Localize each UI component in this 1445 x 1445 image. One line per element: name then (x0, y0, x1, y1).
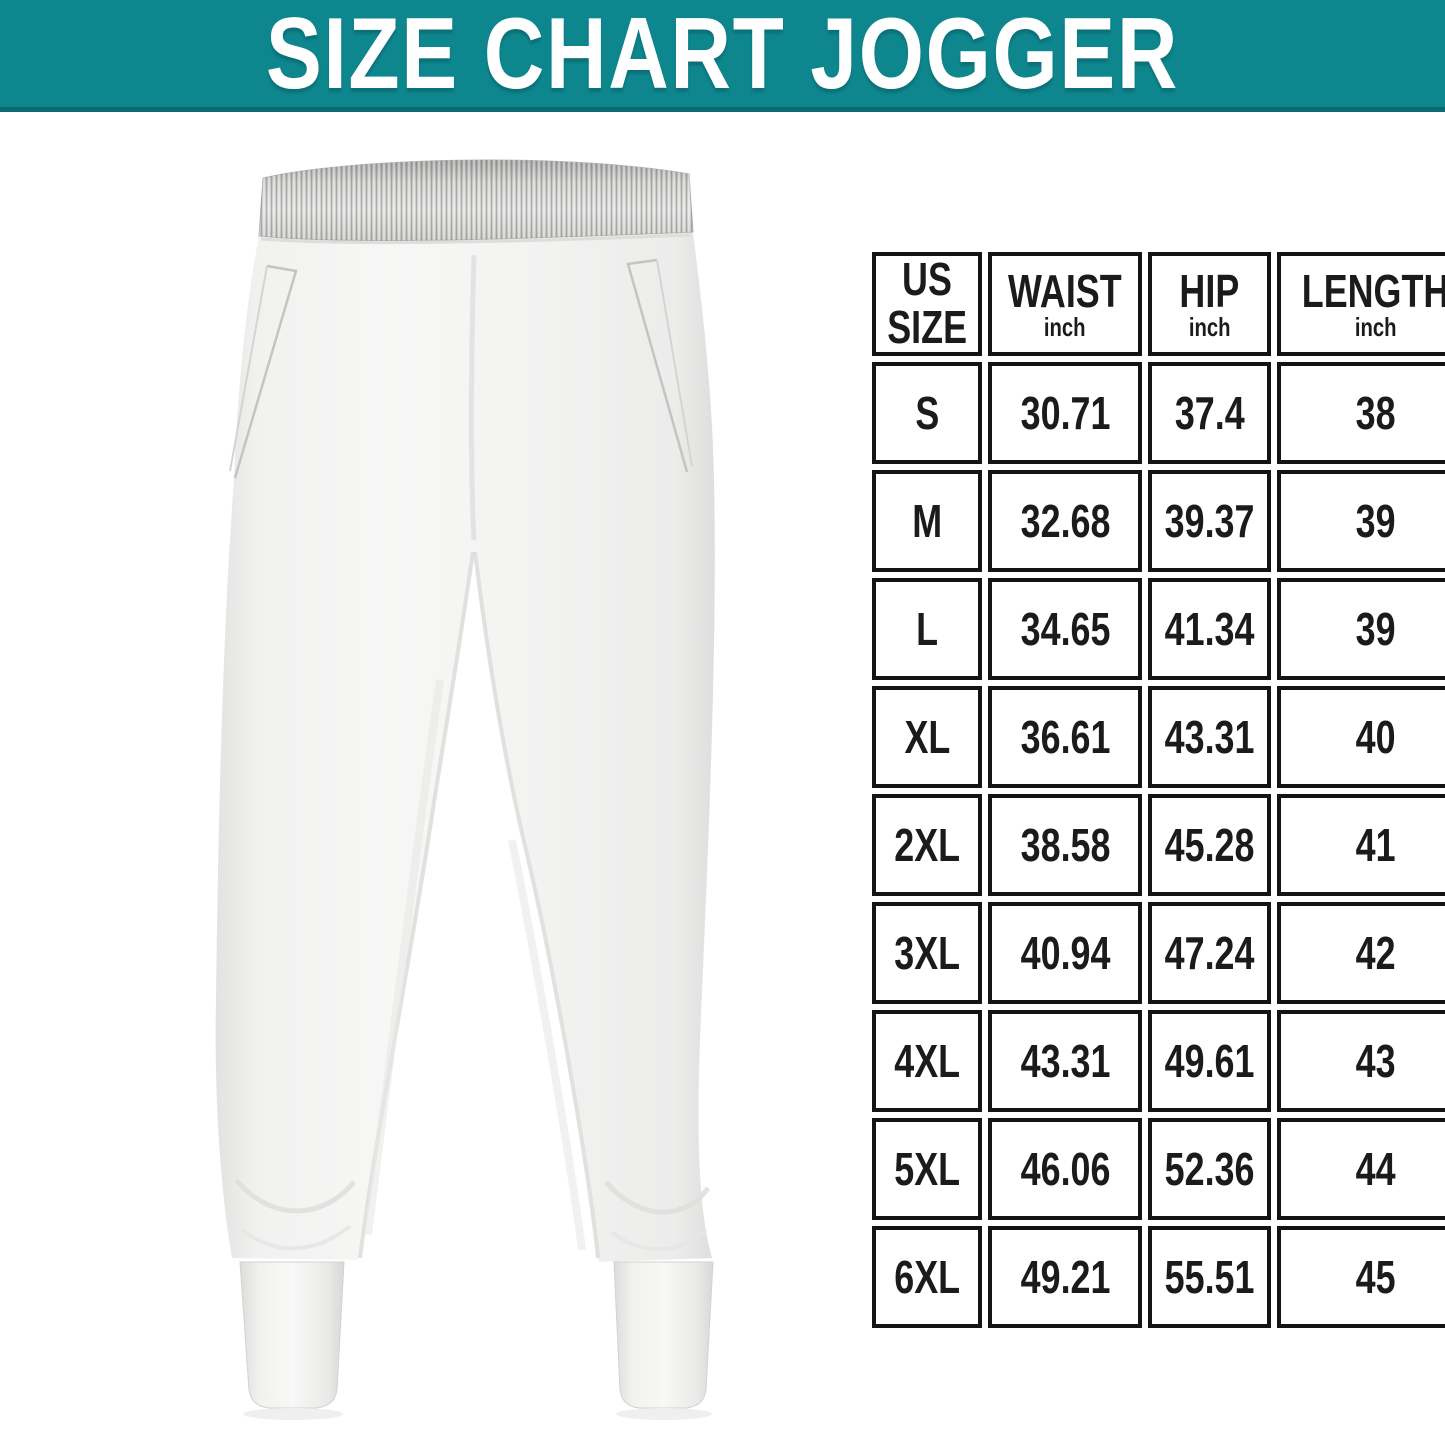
header-cell-waist: WAIST inch (988, 252, 1142, 356)
cell-size: L (872, 577, 983, 680)
cell-length: 43 (1277, 1009, 1445, 1112)
cell-hip: 52.36 (1147, 1117, 1272, 1220)
cell-waist: 46.06 (988, 1117, 1142, 1220)
cell-hip: 39.37 (1147, 469, 1272, 572)
table-row: 5XL 46.06 52.36 44 (872, 1117, 1445, 1220)
table-row: S 30.71 37.4 38 (872, 361, 1445, 464)
header-cell-length: LENGTH inch (1277, 252, 1445, 356)
header-cell-us-size: US SIZE (872, 252, 983, 356)
cell-hip: 47.24 (1147, 901, 1272, 1004)
cell-length: 40 (1277, 685, 1445, 788)
cell-hip: 55.51 (1147, 1225, 1272, 1328)
header-size: SIZE (887, 300, 968, 353)
table-row: M 32.68 39.37 39 (872, 469, 1445, 572)
header-length-label: LENGTH (1301, 264, 1445, 317)
cell-waist: 34.65 (988, 577, 1142, 680)
cell-size: 6XL (872, 1225, 983, 1328)
jogger-right-cuff (613, 1261, 714, 1420)
cell-size: 4XL (872, 1009, 983, 1112)
cell-waist: 30.71 (988, 361, 1142, 464)
jogger-waistband (258, 159, 694, 242)
left-pocket-seam (229, 264, 298, 479)
cell-waist: 36.61 (988, 685, 1142, 788)
table-row: 2XL 38.58 45.28 41 (872, 793, 1445, 896)
cell-length: 39 (1277, 469, 1445, 572)
cell-size: S (872, 361, 983, 464)
cell-size: M (872, 469, 983, 572)
cell-hip: 49.61 (1147, 1009, 1272, 1112)
jogger-left-cuff (239, 1261, 345, 1420)
cell-size: 2XL (872, 793, 983, 896)
header-waist-label: WAIST (1008, 264, 1122, 317)
cell-length: 38 (1277, 361, 1445, 464)
cell-length: 42 (1277, 901, 1445, 1004)
cell-waist: 49.21 (988, 1225, 1142, 1328)
right-pocket-seam (626, 258, 693, 473)
cell-hip: 45.28 (1147, 793, 1272, 896)
cell-waist: 43.31 (988, 1009, 1142, 1112)
table-row: 6XL 49.21 55.51 45 (872, 1225, 1445, 1328)
table-row: 3XL 40.94 47.24 42 (872, 901, 1445, 1004)
cell-length: 45 (1277, 1225, 1445, 1328)
cell-hip: 43.31 (1147, 685, 1272, 788)
cell-size: 3XL (872, 901, 983, 1004)
cell-waist: 40.94 (988, 901, 1142, 1004)
cell-length: 44 (1277, 1117, 1445, 1220)
header-us: US (902, 253, 953, 305)
cell-waist: 32.68 (988, 469, 1142, 572)
header-banner: SIZE CHART JOGGER (0, 0, 1445, 112)
table-row: 4XL 43.31 49.61 43 (872, 1009, 1445, 1112)
jogger-product-image (215, 159, 715, 1420)
cell-size: XL (872, 685, 983, 788)
table-header-row: US SIZE WAIST inch HIP inch (872, 252, 1445, 356)
jogger-body (215, 232, 715, 1262)
page-title: SIZE CHART JOGGER (265, 0, 1180, 110)
header-cell-hip: HIP inch (1147, 252, 1272, 356)
header-waist-unit: inch (1044, 311, 1086, 342)
cell-hip: 41.34 (1147, 577, 1272, 680)
cell-hip: 37.4 (1147, 361, 1272, 464)
table-row: L 34.65 41.34 39 (872, 577, 1445, 680)
header-hip-label: HIP (1179, 264, 1240, 317)
cell-length: 41 (1277, 793, 1445, 896)
header-length-unit: inch (1354, 311, 1397, 342)
table-row: XL 36.61 43.31 40 (872, 685, 1445, 788)
header-hip-unit: inch (1188, 311, 1231, 342)
cell-length: 39 (1277, 577, 1445, 680)
cell-waist: 38.58 (988, 793, 1142, 896)
size-table: US SIZE WAIST inch HIP inch (866, 246, 1445, 1334)
cell-size: 5XL (872, 1117, 983, 1220)
